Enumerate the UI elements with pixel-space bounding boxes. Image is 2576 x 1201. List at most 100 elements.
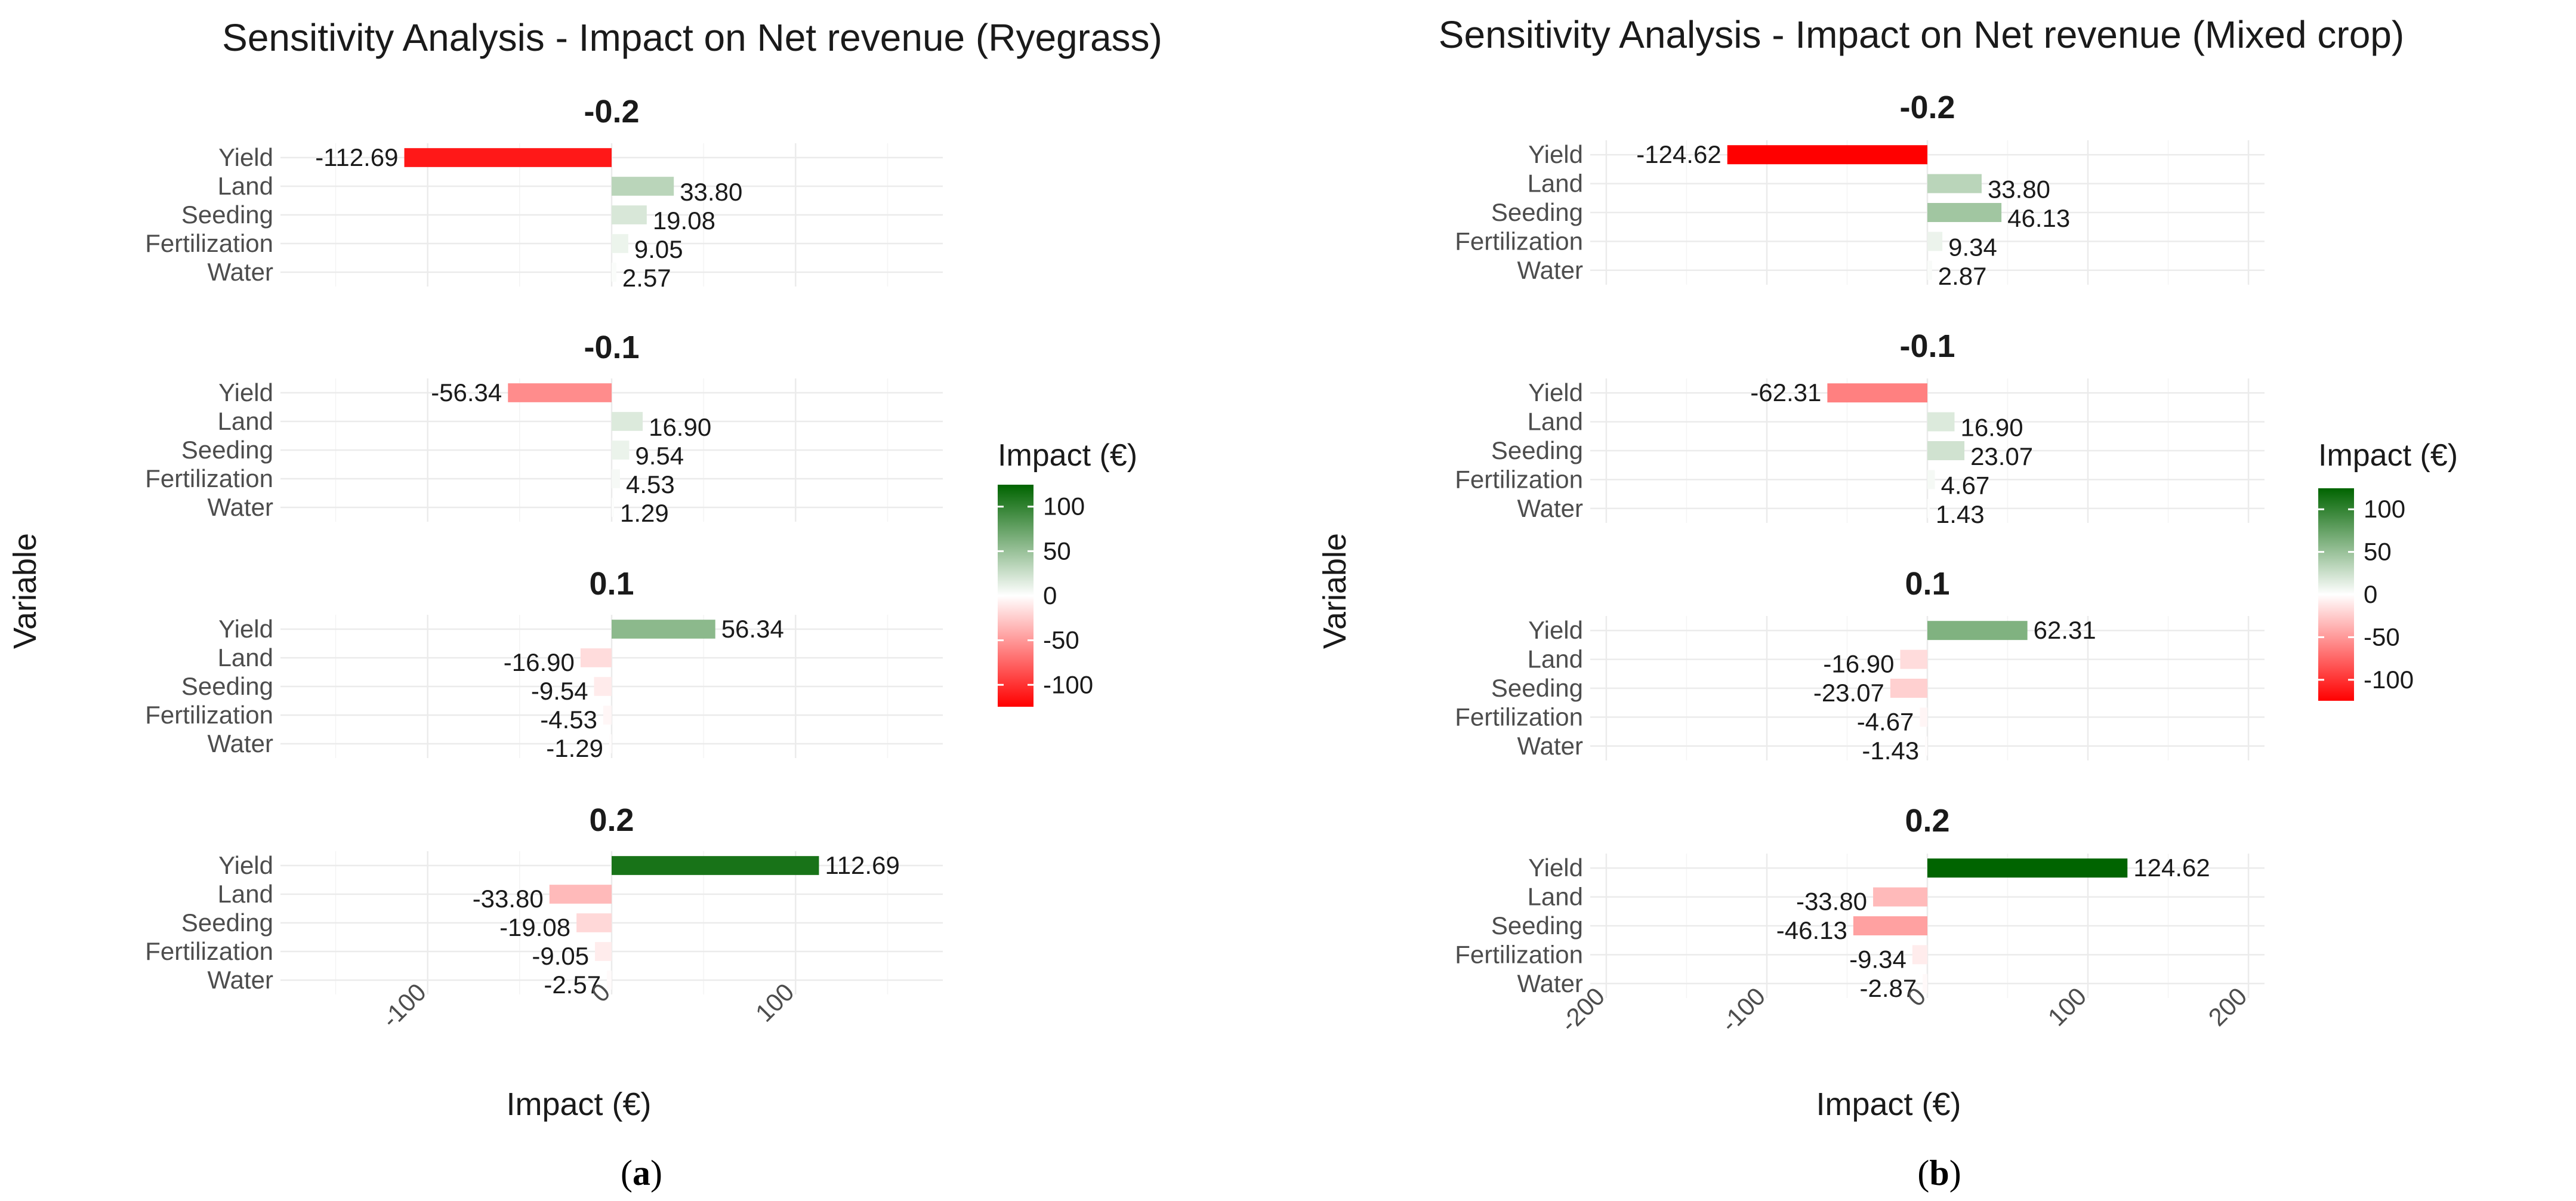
chart-a-plot: -0.2 Yield -112.69 Land 33.80 Seeding 19.08 Fer…: [145, 94, 1093, 1033]
data-label: -1.43: [1862, 737, 1919, 765]
bar-land: [580, 648, 612, 667]
bar-water: [1925, 736, 1927, 756]
category-label: Land: [218, 407, 273, 435]
data-label: -2.57: [544, 971, 601, 999]
category-label: Land: [218, 643, 273, 672]
x-tick-label: 200: [2203, 982, 2253, 1031]
legend-tick-label: 50: [2364, 538, 2392, 566]
bar-yield: [612, 856, 819, 875]
facet-strip-label: -0.2: [1899, 90, 1955, 125]
data-label: 1.29: [620, 499, 669, 527]
data-label: -62.31: [1750, 378, 1821, 407]
bar-seeding: [1927, 203, 2002, 222]
data-label: -124.62: [1636, 140, 1721, 168]
bar-seeding: [576, 913, 612, 932]
data-label: 23.07: [1970, 442, 2033, 470]
chart-marks: -0.2 Yield -112.69 Land 33.80 Seeding 19.08 Fer…: [145, 90, 2414, 1037]
category-label: Seeding: [1491, 436, 1583, 464]
legend-tick-label: -100: [1043, 670, 1093, 698]
category-label: Water: [1517, 969, 1583, 997]
legend-tick-label: 0: [2364, 580, 2377, 608]
bar-water: [1927, 260, 1932, 280]
data-label: -56.34: [431, 378, 502, 407]
data-label: 4.53: [626, 470, 675, 498]
category-label: Water: [208, 729, 273, 757]
facet-0.2: 0.2 Yield 112.69 Land -33.80 Seeding -19.08 Fer…: [145, 802, 943, 999]
category-label: Yield: [1528, 616, 1583, 644]
legend-tick-label: -100: [2364, 666, 2414, 694]
category-label: Land: [1528, 645, 1583, 673]
category-label: Seeding: [181, 909, 273, 937]
legend-tick-label: 100: [2364, 495, 2405, 523]
category-label: Water: [1517, 256, 1583, 284]
bar-fertilization: [612, 469, 620, 488]
legend-tick-label: 50: [1043, 537, 1071, 565]
chart-b-legend-title: Impact (€): [2318, 438, 2458, 473]
chart-b-ylabel: Variable: [1317, 533, 1353, 649]
chart-a-subfigure-label: (a): [621, 1153, 662, 1193]
category-label: Seeding: [1491, 674, 1583, 702]
data-label: 4.67: [1941, 471, 1990, 499]
bar-land: [1900, 649, 1927, 669]
legend-tick-label: 0: [1043, 581, 1057, 609]
bar-land: [549, 885, 612, 904]
legend-tick-label: -50: [1043, 626, 1079, 654]
facet-strip-label: -0.1: [584, 329, 639, 365]
bar-fertilization: [1927, 232, 1943, 251]
bar-water: [1923, 974, 1927, 993]
category-label: Seeding: [1491, 198, 1583, 226]
bar-fertilization: [595, 942, 612, 961]
facet-strip-label: 0.1: [1905, 566, 1949, 602]
category-label: Water: [1517, 494, 1583, 522]
bar-yield: [1727, 145, 1927, 165]
data-label: -19.08: [499, 913, 570, 941]
x-tick-label: -100: [1716, 982, 1771, 1037]
bar-seeding: [612, 205, 647, 224]
category-label: Yield: [218, 378, 273, 407]
data-label: -4.67: [1857, 707, 1914, 735]
bar-fertilization: [603, 706, 612, 725]
data-label: -112.69: [315, 143, 398, 171]
chart-a-title: Sensitivity Analysis - Impact on Net rev…: [222, 16, 1162, 59]
data-label: 62.31: [2034, 616, 2096, 644]
data-label: -33.80: [473, 885, 544, 913]
chart-b-xlabel: Impact (€): [1816, 1086, 1961, 1122]
category-label: Water: [208, 493, 273, 521]
bar-fertilization: [1927, 470, 1935, 489]
category-label: Yield: [1528, 378, 1583, 407]
data-label: 124.62: [2133, 854, 2210, 882]
bar-seeding: [1927, 441, 1965, 460]
bar-yield: [1927, 858, 2128, 878]
bar-land: [1927, 174, 1982, 193]
data-label: 112.69: [825, 851, 899, 879]
category-label: Yield: [1528, 140, 1583, 168]
data-label: -9.05: [532, 942, 589, 970]
chart-a-xlabel: Impact (€): [506, 1086, 651, 1122]
facet--0.1: -0.1 Yield -62.31 Land 16.90 Seeding 23.07 Fert…: [1455, 328, 2265, 528]
facet-0.1: 0.1 Yield 62.31 Land -16.90 Seeding -23.07 Fert…: [1455, 566, 2265, 765]
x-tick-label: 100: [750, 978, 800, 1027]
bar-seeding: [594, 677, 612, 696]
data-label: 1.43: [1936, 500, 1985, 528]
category-label: Fertilization: [1455, 227, 1583, 255]
bar-seeding: [612, 441, 630, 460]
bar-land: [612, 412, 643, 431]
category-label: Land: [1528, 170, 1583, 198]
category-label: Water: [208, 258, 273, 286]
data-label: -2.87: [1860, 974, 1917, 1002]
facet-0.1: 0.1 Yield 56.34 Land -16.90 Seeding -9.54 Ferti…: [145, 566, 943, 762]
bar-water: [612, 263, 616, 282]
facet--0.2: -0.2 Yield -124.62 Land 33.80 Seeding 46.13 Fer…: [1455, 90, 2265, 290]
bar-land: [1927, 412, 1955, 432]
chart-b-subfigure-label: (b): [1917, 1153, 1961, 1193]
facet--0.2: -0.2 Yield -112.69 Land 33.80 Seeding 19.08 Fer…: [145, 94, 943, 292]
x-tick-label: -100: [376, 978, 431, 1033]
data-label: 16.90: [1960, 414, 2023, 442]
category-label: Seeding: [181, 201, 273, 229]
bar-fertilization: [1912, 945, 1927, 965]
facet--0.1: -0.1 Yield -56.34 Land 16.90 Seeding 9.54 Ferti…: [145, 329, 943, 527]
data-label: -9.34: [1849, 945, 1906, 973]
bar-yield: [1827, 383, 1927, 403]
data-label: 46.13: [2007, 204, 2070, 232]
category-label: Seeding: [181, 436, 273, 464]
